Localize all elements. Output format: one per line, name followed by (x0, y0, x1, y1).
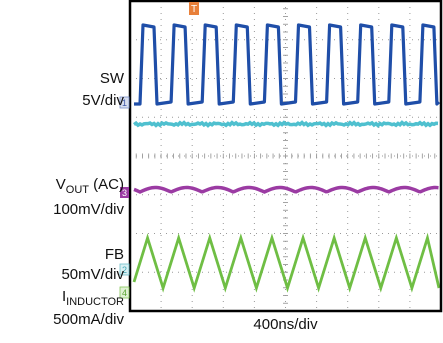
label-sw-scale: 5V/div (82, 92, 124, 109)
label-vout-name: VOUT (AC) (53, 176, 124, 199)
trace-inductor (132, 232, 441, 293)
label-sw-name: SW (99, 70, 124, 87)
plot-frame (128, 0, 443, 313)
label-inductor-scale: 500mA/div (53, 311, 124, 328)
trace-sw (134, 23, 441, 106)
label-vout-main: V (55, 176, 66, 193)
label-fb: FB 50mV/div (61, 246, 124, 284)
x-axis-label: 400ns/div (253, 316, 318, 333)
label-fb-name: FB (104, 246, 124, 263)
label-inductor-main: I (61, 288, 67, 305)
label-vout: VOUT (AC) 100mV/div (53, 176, 124, 219)
channel-marker-3: 3 (120, 187, 129, 198)
label-inductor-name: IINDUCTOR (53, 288, 124, 311)
trigger-marker-label: T (191, 4, 197, 15)
label-vout-scale: 100mV/div (53, 201, 124, 218)
channel-marker-1-label: 1 (122, 98, 127, 108)
channel-marker-1: 1 (119, 96, 130, 109)
label-vout-sub: OUT (65, 184, 89, 196)
trigger-marker: T (189, 2, 199, 15)
channel-marker-4: 4 (119, 286, 130, 299)
trace-fb (133, 120, 439, 128)
label-inductor-sub: INDUCTOR (66, 296, 124, 308)
label-vout-suffix: (AC) (89, 176, 124, 193)
channel-marker-4-label: 4 (122, 288, 127, 298)
channel-marker-2: 2 (119, 263, 130, 276)
label-sw: SW 5V/div (82, 70, 124, 110)
channel-marker-3-label: 3 (122, 188, 127, 198)
channel-marker-2-label: 2 (122, 265, 127, 275)
label-fb-scale: 50mV/div (61, 266, 124, 283)
trace-vout (133, 185, 439, 194)
label-inductor: IINDUCTOR 500mA/div (53, 288, 124, 329)
grid (129, 0, 442, 312)
